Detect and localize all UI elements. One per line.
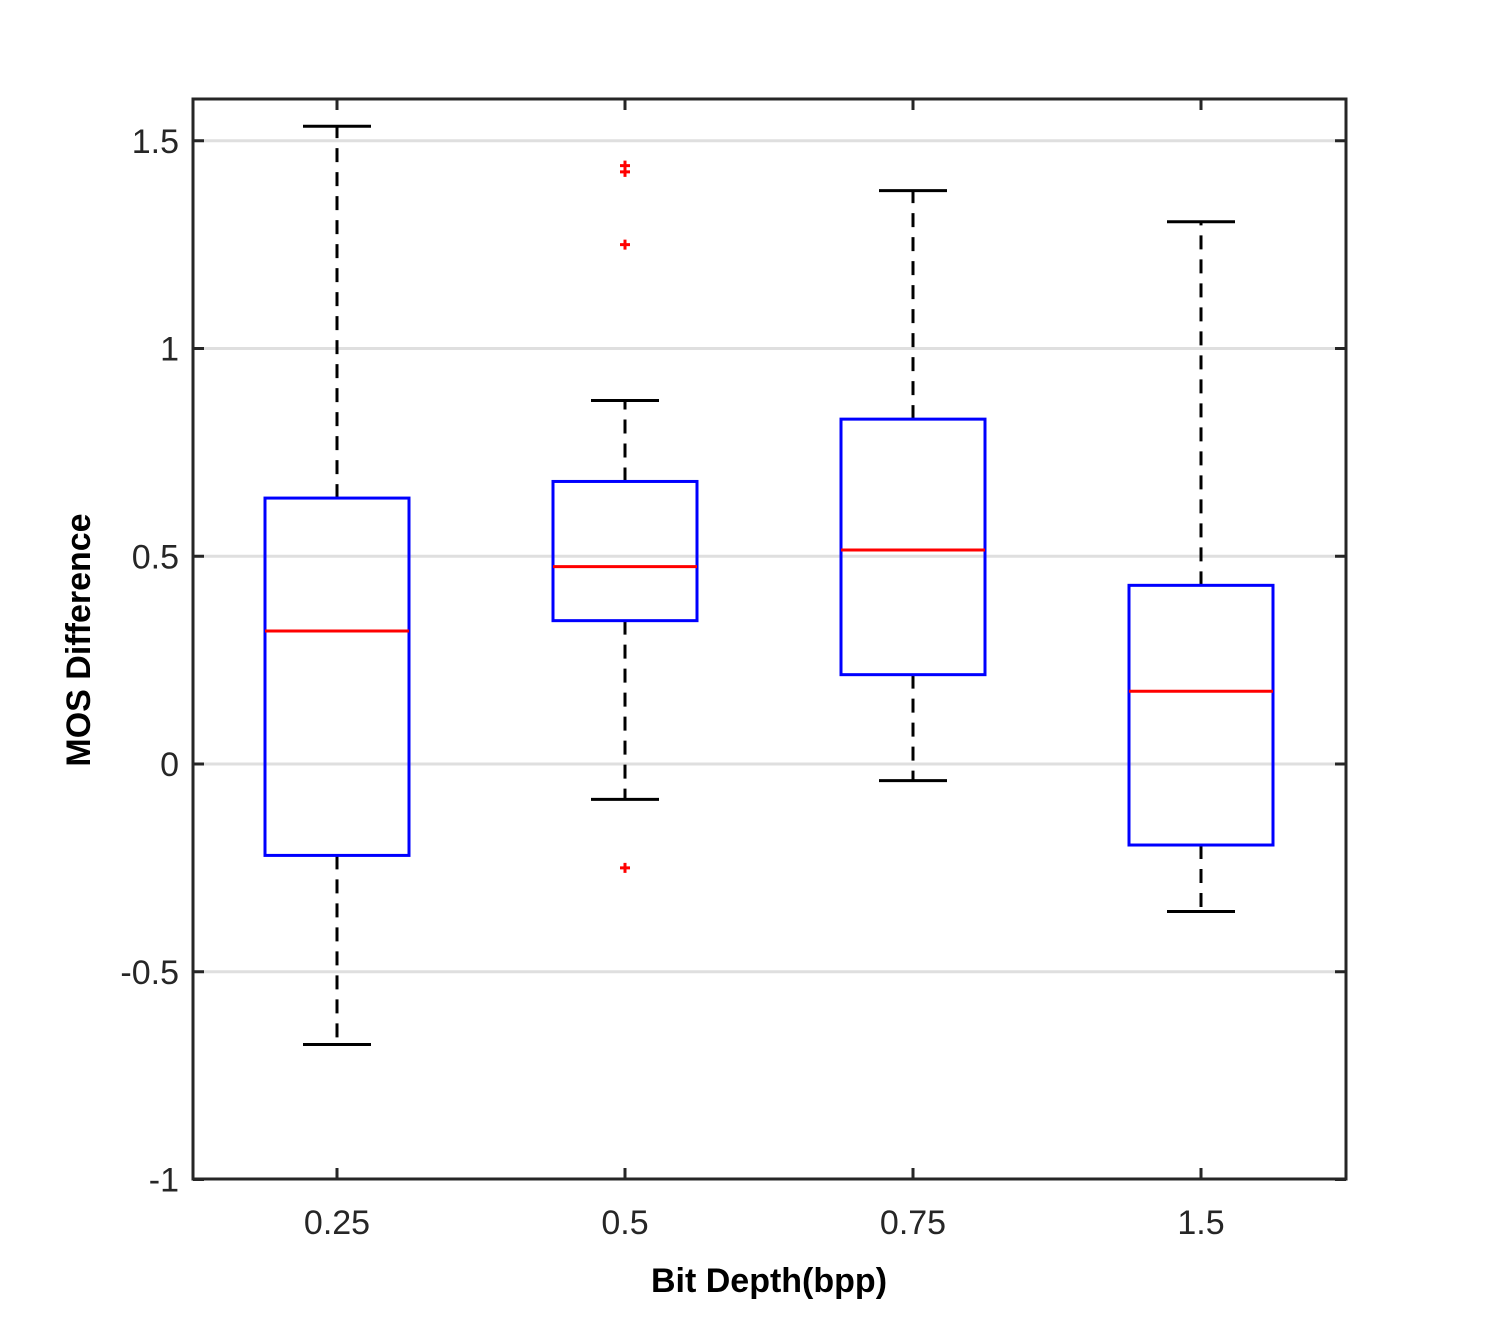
iqr-box: [263, 496, 411, 857]
y-tick-label: 0.5: [132, 538, 179, 576]
iqr-box: [1127, 583, 1275, 847]
outlier-marker: [620, 166, 630, 177]
y-tick-label: -1: [149, 1162, 179, 1200]
box-group-1.5: [1127, 220, 1275, 914]
gridlines: [193, 139, 1346, 974]
iqr-box: [551, 479, 699, 623]
x-tick-label: 0.5: [601, 1204, 648, 1242]
x-tick-label: 0.25: [304, 1204, 370, 1242]
y-tick-label: 1: [160, 331, 179, 369]
plot-area-frame: [191, 97, 1348, 1181]
x-axis-title: Bit Depth(bpp): [651, 1262, 887, 1300]
y-tick-label: 1.5: [132, 123, 179, 161]
boxes: [263, 124, 1275, 1046]
x-tick-label: 0.75: [880, 1204, 946, 1242]
box-group-0.25: [263, 124, 411, 1046]
y-tick-label: -0.5: [120, 954, 179, 992]
axis-ticks: -1 -0.5 0 0.5 1 1.5 0.25 0.5 0.75 1.5: [120, 99, 1346, 1242]
x-tick-label: 1.5: [1177, 1204, 1224, 1242]
y-axis-title: MOS Difference: [60, 513, 98, 766]
outlier-marker: [620, 862, 630, 873]
iqr-box: [839, 417, 987, 677]
outlier-marker: [620, 239, 630, 250]
box-group-0.5: [551, 160, 699, 873]
box-group-0.75: [839, 189, 987, 783]
y-tick-label: 0: [160, 746, 179, 784]
